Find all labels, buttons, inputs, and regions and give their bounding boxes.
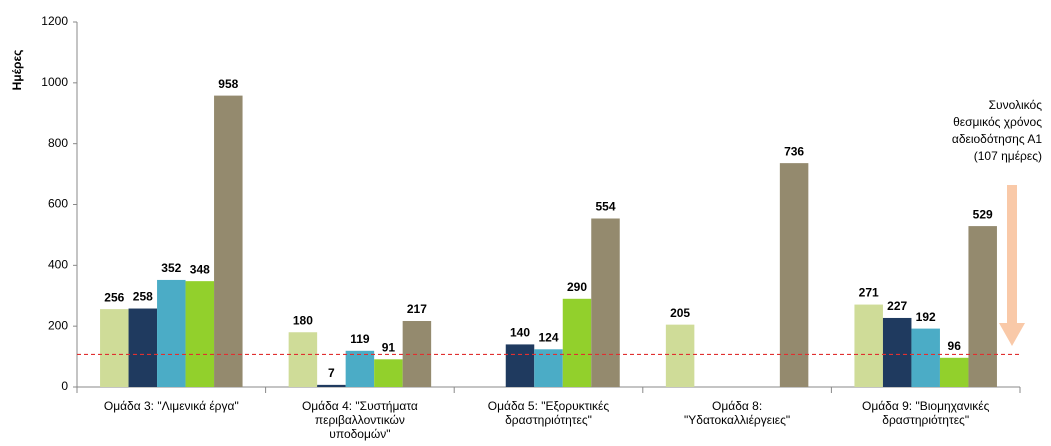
bar [911,328,940,387]
value-label: 91 [382,340,396,354]
value-label: 554 [595,200,615,214]
bar [591,218,620,387]
y-tick-label: 0 [61,379,68,393]
arrow-head [999,323,1025,346]
bar [317,384,346,387]
x-tick-label: περιβαλλοντικών [315,413,405,427]
annotation: Συνολικός [989,98,1043,112]
y-tick-label: 1200 [41,14,68,28]
y-tick-label: 1000 [41,75,68,89]
x-tick-label: Ομάδα 9: "Βιομηχανικές [862,399,990,413]
bar [939,357,969,387]
bar [374,359,403,387]
value-label: 352 [161,261,181,275]
value-label: 119 [350,332,370,346]
y-tick-label: 600 [48,197,68,211]
annotation: αδειοδότησης Α1 [952,132,1042,146]
annotation: θεσμικός χρόνος [953,115,1042,129]
value-label: 227 [887,299,907,313]
arrow-shaft [1007,185,1017,325]
x-tick-label: Ομάδα 8: [712,399,762,413]
value-label: 271 [859,286,879,300]
value-label: 7 [328,366,335,380]
value-label: 96 [948,339,962,353]
value-label: 192 [916,310,936,324]
value-label: 348 [190,262,210,276]
value-label: 258 [133,290,153,304]
value-label: 140 [510,326,530,340]
y-axis-label: Ημέρες [10,50,24,91]
bar [100,309,129,387]
x-tick-label: δραστηριότητες" [505,413,592,427]
bar [185,281,215,387]
value-label: 256 [104,290,124,304]
x-tick-label: Ομάδα 5: "Εξορυκτικές [488,399,610,413]
annotation: (107 ημέρες) [974,149,1042,163]
bar [214,95,243,387]
bar [345,350,375,387]
value-label: 217 [407,302,427,316]
bar [854,304,883,387]
x-tick-label: υποδομών" [329,427,390,441]
value-label: 180 [293,313,313,327]
bar [288,332,318,387]
bar [157,279,186,387]
value-label: 205 [670,306,690,320]
value-label: 290 [567,280,587,294]
bar [882,317,912,387]
bar [128,308,158,387]
value-label: 736 [784,144,804,158]
bar [665,324,695,387]
bar [779,163,809,387]
x-tick-label: "Υδατοκαλλιέργειες" [684,413,790,427]
x-tick-label: δραστηριότητες" [882,413,969,427]
y-tick-label: 400 [48,258,68,272]
x-tick-label: Ομάδα 4: "Συστήματα [302,399,418,413]
bar [534,349,563,387]
value-label: 958 [218,77,238,91]
y-tick-label: 200 [48,318,68,332]
value-label: 529 [973,207,993,221]
value-label: 124 [538,330,558,344]
y-tick-label: 800 [48,136,68,150]
x-tick-label: Ομάδα 3: "Λιμενικά έργα" [104,399,239,413]
bar [562,298,592,387]
bar [968,226,997,387]
bar [505,344,535,387]
